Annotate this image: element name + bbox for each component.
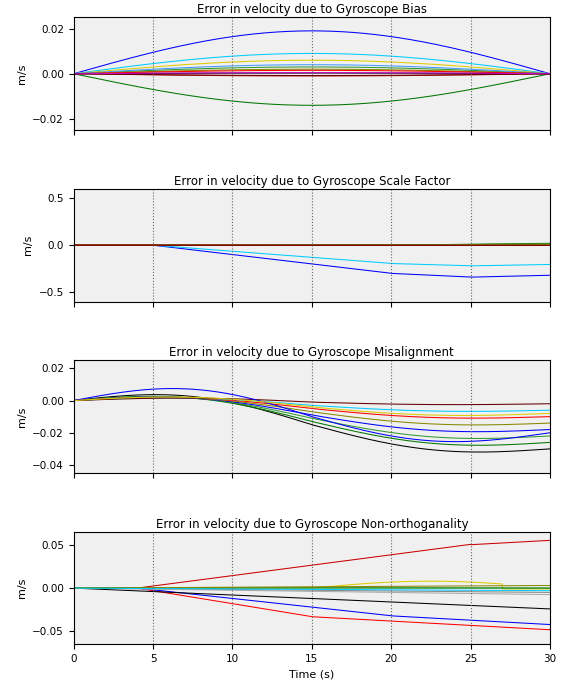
Title: Error in velocity due to Gyroscope Bias: Error in velocity due to Gyroscope Bias bbox=[197, 3, 427, 16]
Title: Error in velocity due to Gyroscope Non-orthoganality: Error in velocity due to Gyroscope Non-o… bbox=[155, 518, 468, 531]
Y-axis label: m/s: m/s bbox=[16, 407, 27, 427]
X-axis label: Time (s): Time (s) bbox=[289, 669, 335, 680]
Y-axis label: m/s: m/s bbox=[16, 64, 27, 84]
Y-axis label: m/s: m/s bbox=[23, 235, 33, 255]
Title: Error in velocity due to Gyroscope Scale Factor: Error in velocity due to Gyroscope Scale… bbox=[174, 175, 450, 188]
Title: Error in velocity due to Gyroscope Misalignment: Error in velocity due to Gyroscope Misal… bbox=[170, 346, 454, 359]
Y-axis label: m/s: m/s bbox=[16, 578, 27, 598]
